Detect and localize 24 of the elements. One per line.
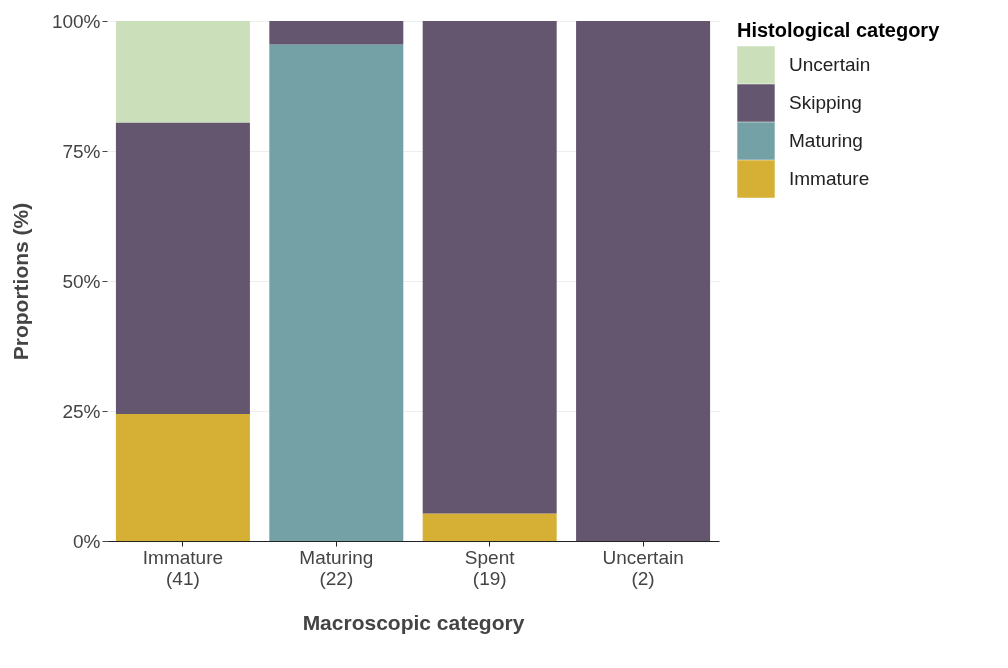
y-tick-label: 75%: [62, 140, 101, 162]
legend-label: Immature: [789, 168, 870, 189]
y-tick-label: 50%: [62, 270, 101, 292]
bar: [422, 513, 557, 541]
x-axis-title: Macroscopic category: [302, 610, 525, 634]
x-tick-label: Immature (41): [142, 546, 224, 589]
y-tick-label: 100%: [51, 10, 101, 32]
bar: [115, 414, 250, 541]
bar: [422, 21, 557, 514]
legend-label: Maturing: [789, 130, 863, 151]
y-tick-label: 0%: [73, 530, 101, 552]
bar: [576, 21, 711, 541]
x-tick-label: Spent (19): [464, 546, 516, 589]
legend-title: Histological category: [737, 19, 941, 41]
bar: [115, 122, 250, 415]
x-tick-label: Maturing (22): [299, 546, 374, 589]
bar: [269, 44, 404, 541]
legend-label: Skipping: [789, 92, 862, 113]
x-tick-label: Uncertain (2): [602, 546, 684, 589]
bar: [115, 21, 250, 123]
bar: [269, 21, 404, 45]
legend-label: Uncertain: [789, 54, 871, 75]
y-axis-title: Proportions (%): [8, 202, 32, 361]
y-tick-label: 25%: [62, 400, 101, 422]
